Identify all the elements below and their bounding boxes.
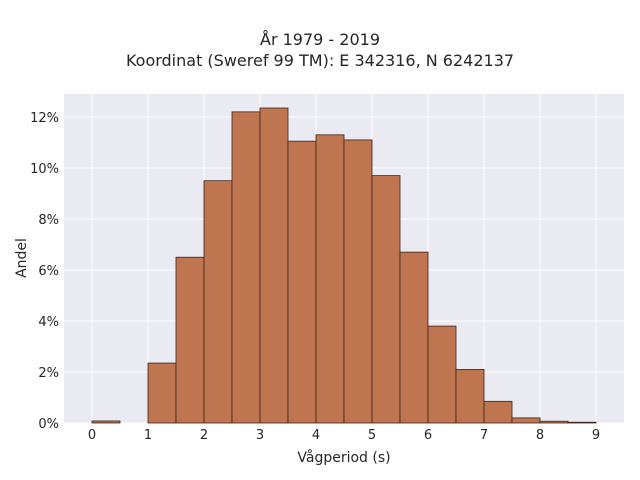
histogram-bar: [371, 175, 401, 424]
histogram-bar: [455, 369, 485, 424]
y-axis-label: Andel: [14, 238, 30, 278]
histogram-bar: [91, 420, 121, 424]
histogram-bar: [147, 362, 177, 424]
x-tick-label: 3: [256, 428, 264, 443]
chart-subtitle: Koordinat (Sweref 99 TM): E 342316, N 62…: [125, 51, 515, 70]
x-tick-label: 5: [368, 428, 376, 443]
histogram-bar: [259, 107, 289, 424]
y-tick-label: 10%: [30, 162, 59, 177]
x-tick-label: 8: [536, 428, 544, 443]
chart-title: År 1979 - 2019: [260, 30, 380, 49]
histogram-bar: [231, 111, 261, 424]
histogram-bar: [203, 180, 233, 424]
x-tick-label: 1: [144, 428, 152, 443]
histogram-bar: [343, 139, 373, 424]
histogram-bar: [511, 417, 541, 424]
x-tick-label: 9: [592, 428, 600, 443]
x-tick-label: 4: [312, 428, 320, 443]
bars: [91, 107, 597, 424]
y-tick-label: 2%: [38, 366, 59, 381]
y-tick-label: 8%: [38, 213, 59, 228]
histogram-bar: [287, 140, 317, 424]
x-axis-label: Vågperiod (s): [297, 449, 390, 466]
x-tick-label: 0: [88, 428, 96, 443]
histogram-bar: [315, 134, 345, 424]
histogram-bar: [175, 256, 205, 424]
x-tick-label: 2: [200, 428, 208, 443]
histogram-bar: [427, 325, 457, 424]
histogram-bar: [567, 421, 597, 424]
y-tick-label: 0%: [38, 417, 59, 432]
y-tick-labels: 0% 2% 4% 6% 8% 10% 12%: [30, 111, 59, 432]
x-tick-label: 7: [480, 428, 488, 443]
x-tick-labels: 0 1 2 3 4 5 6 7 8 9: [88, 428, 600, 443]
y-tick-label: 12%: [30, 111, 59, 126]
y-tick-label: 4%: [38, 315, 59, 330]
x-tick-label: 6: [424, 428, 432, 443]
histogram-bar: [539, 420, 569, 424]
histogram-bar: [483, 400, 513, 424]
y-tick-label: 6%: [38, 264, 59, 279]
histogram-bar: [399, 251, 429, 424]
